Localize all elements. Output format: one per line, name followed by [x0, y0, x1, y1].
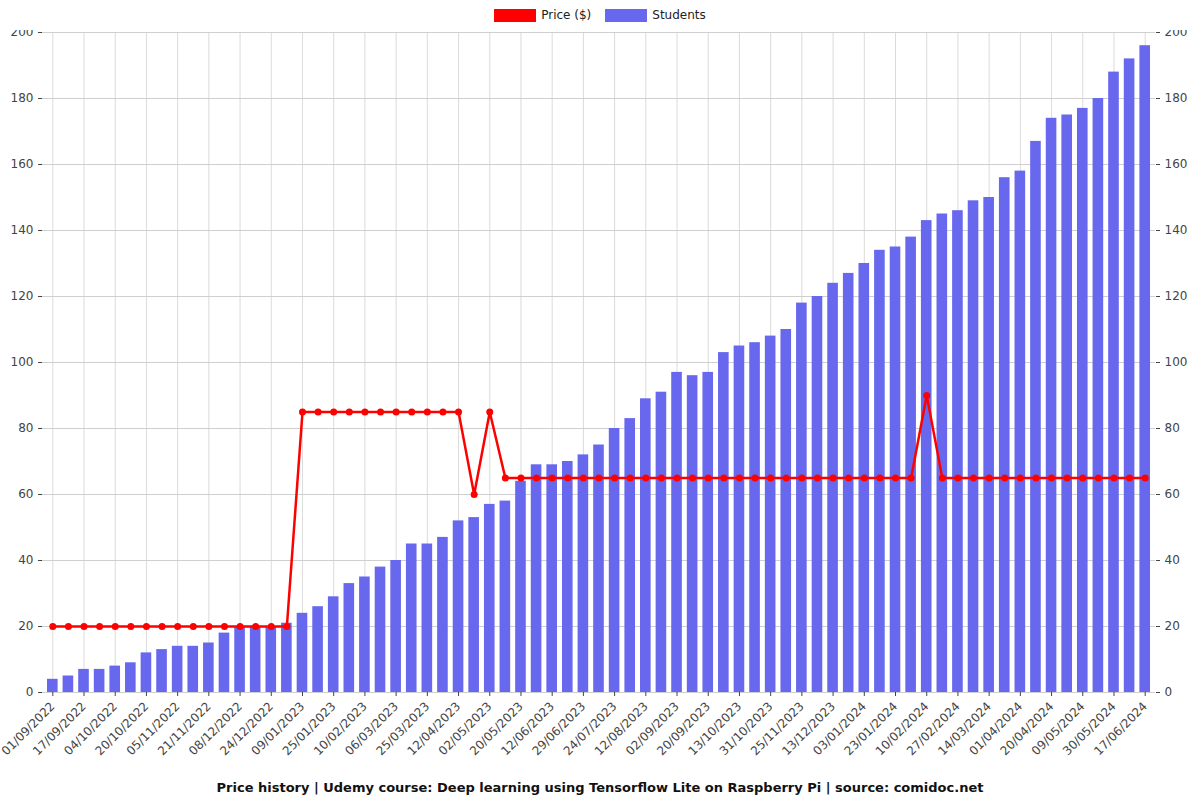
html-text:Price ($): Price ($) [541, 8, 592, 22]
svg-text:60: 60 [18, 487, 33, 501]
svg-text:25/01/2023: 25/01/2023 [279, 699, 339, 759]
svg-text:06/03/2023: 06/03/2023 [342, 699, 401, 759]
svg-text:13/12/2023: 13/12/2023 [779, 699, 838, 759]
svg-text:02/05/2023: 02/05/2023 [435, 699, 495, 759]
svg-text:31/10/2023: 31/10/2023 [716, 699, 776, 759]
svg-text:20: 20 [18, 619, 33, 633]
svg-text:120: 120 [1165, 289, 1188, 303]
svg-text:08/12/2022: 08/12/2022 [186, 699, 245, 759]
svg-text:0: 0 [26, 685, 34, 699]
svg-text:04/10/2022: 04/10/2022 [61, 699, 121, 759]
svg-text:160: 160 [1165, 157, 1188, 171]
html-text:Students: Students [652, 8, 706, 22]
svg-text:10/02/2023: 10/02/2023 [310, 699, 370, 759]
svg-text:14/03/2024: 14/03/2024 [935, 699, 994, 759]
svg-text:17/06/2024: 17/06/2024 [1091, 699, 1150, 758]
svg-text:24/12/2022: 24/12/2022 [217, 699, 277, 759]
svg-text:60: 60 [1165, 487, 1180, 501]
svg-text:29/06/2023: 29/06/2023 [529, 699, 589, 759]
svg-text:100: 100 [1165, 355, 1188, 369]
svg-text:12/06/2023: 12/06/2023 [498, 699, 557, 759]
svg-text:20/10/2022: 20/10/2022 [92, 699, 152, 759]
svg-text:140: 140 [1165, 223, 1188, 237]
svg-text:23/01/2024: 23/01/2024 [841, 699, 901, 759]
svg-text:17/09/2022: 17/09/2022 [30, 699, 89, 759]
svg-text:02/09/2023: 02/09/2023 [623, 699, 682, 759]
svg-text:09/05/2024: 09/05/2024 [1028, 699, 1088, 759]
svg-text:180: 180 [11, 91, 34, 105]
svg-text:200: 200 [11, 30, 34, 39]
svg-text:160: 160 [11, 157, 34, 171]
svg-text:40: 40 [1165, 553, 1180, 567]
svg-text:80: 80 [18, 421, 33, 435]
svg-text:27/02/2024: 27/02/2024 [904, 699, 963, 759]
svg-text:80: 80 [1165, 421, 1180, 435]
svg-text:21/11/2022: 21/11/2022 [154, 699, 214, 759]
svg-text:25/03/2023: 25/03/2023 [373, 699, 433, 759]
svg-text:0: 0 [1165, 685, 1173, 699]
svg-text:30/05/2024: 30/05/2024 [1060, 699, 1119, 759]
svg-text:20: 20 [1165, 619, 1180, 633]
svg-text:01/04/2024: 01/04/2024 [966, 699, 1026, 759]
svg-text:140: 140 [11, 223, 34, 237]
svg-text:25/11/2023: 25/11/2023 [747, 699, 807, 759]
svg-text:20/09/2023: 20/09/2023 [654, 699, 714, 759]
svg-text:05/11/2022: 05/11/2022 [123, 699, 183, 759]
svg-text:200: 200 [1165, 30, 1188, 39]
svg-text:12/04/2023: 12/04/2023 [404, 699, 464, 759]
svg-text:120: 120 [11, 289, 34, 303]
svg-text:03/01/2024: 03/01/2024 [810, 699, 870, 759]
svg-text:09/01/2023: 09/01/2023 [248, 699, 308, 759]
svg-text:10/02/2024: 10/02/2024 [872, 699, 932, 759]
html-text:Price history | Udemy course:: Price history | Udemy course: Deep learn… [216, 780, 984, 795]
svg-text:180: 180 [1165, 91, 1188, 105]
svg-text:100: 100 [11, 355, 34, 369]
svg-text:20/05/2023: 20/05/2023 [467, 699, 526, 759]
svg-text:20/04/2024: 20/04/2024 [997, 699, 1057, 759]
svg-text:13/10/2023: 13/10/2023 [685, 699, 745, 759]
svg-text:12/08/2023: 12/08/2023 [591, 699, 651, 759]
svg-text:24/07/2023: 24/07/2023 [560, 699, 620, 759]
svg-text:40: 40 [18, 553, 33, 567]
